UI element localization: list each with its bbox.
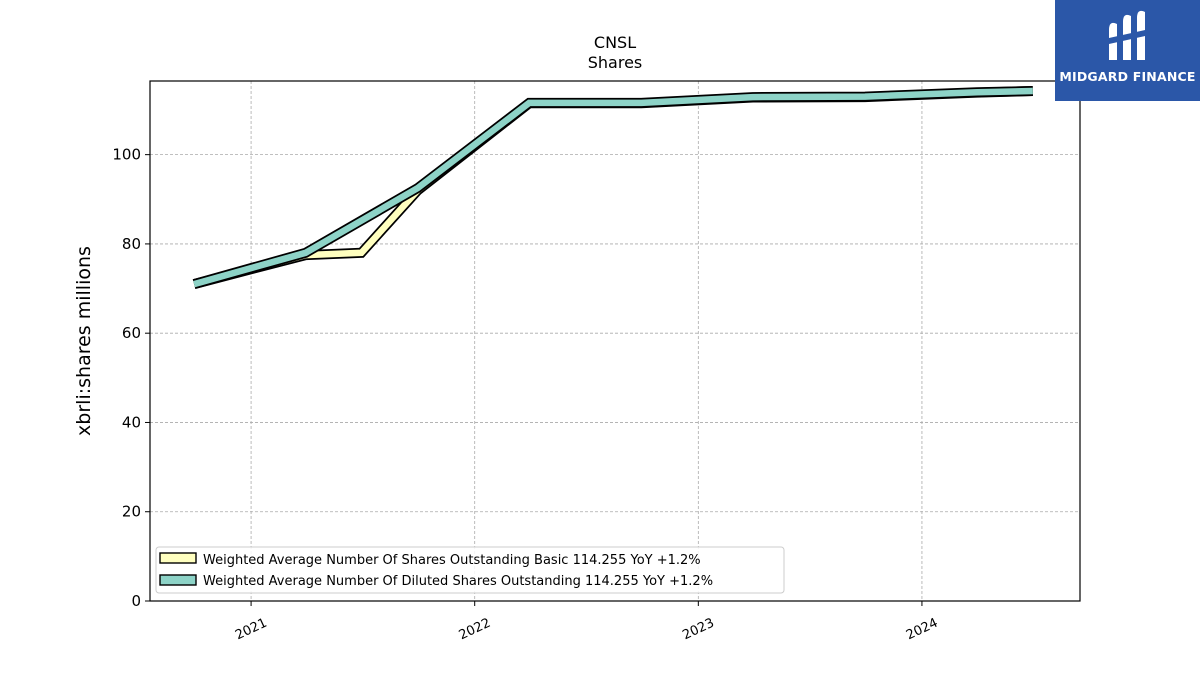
series-lines (192, 86, 1033, 289)
chart-title: CNSL (594, 33, 636, 52)
legend-swatch-basic (159, 552, 197, 564)
legend-label-diluted: Weighted Average Number Of Diluted Share… (203, 574, 713, 589)
x-tick-label: 2023 (680, 616, 716, 644)
brand-logo: MIDGARD FINANCE (1055, 0, 1200, 101)
legend: Weighted Average Number Of Shares Outsta… (155, 546, 785, 594)
x-axis: 2021 2022 2023 2024 (233, 601, 940, 643)
x-tick-label: 2021 (233, 616, 269, 644)
brand-name: MIDGARD FINANCE (1059, 69, 1196, 84)
chart-subtitle: Shares (588, 53, 643, 72)
x-tick-label: 2022 (457, 616, 493, 644)
midgard-logo-icon (1109, 10, 1145, 60)
series-diluted-line (193, 87, 1033, 288)
legend-label-basic: Weighted Average Number Of Shares Outsta… (203, 553, 701, 568)
x-tick-label: 2024 (904, 616, 940, 644)
y-tick-label: 20 (122, 503, 141, 521)
series-basic-line (193, 87, 1033, 288)
legend-swatch-diluted (159, 574, 197, 586)
y-tick-label: 40 (122, 413, 141, 431)
y-tick-label: 100 (112, 146, 141, 164)
legend-box (155, 546, 785, 594)
plot-frame (149, 80, 1081, 602)
grid (150, 81, 1080, 601)
y-tick-label: 80 (122, 235, 141, 253)
y-axis: 0 20 40 60 80 100 (112, 146, 150, 610)
y-tick-label: 0 (131, 592, 141, 610)
y-tick-label: 60 (122, 324, 141, 342)
y-axis-label: xbrli:shares millions (73, 246, 95, 436)
